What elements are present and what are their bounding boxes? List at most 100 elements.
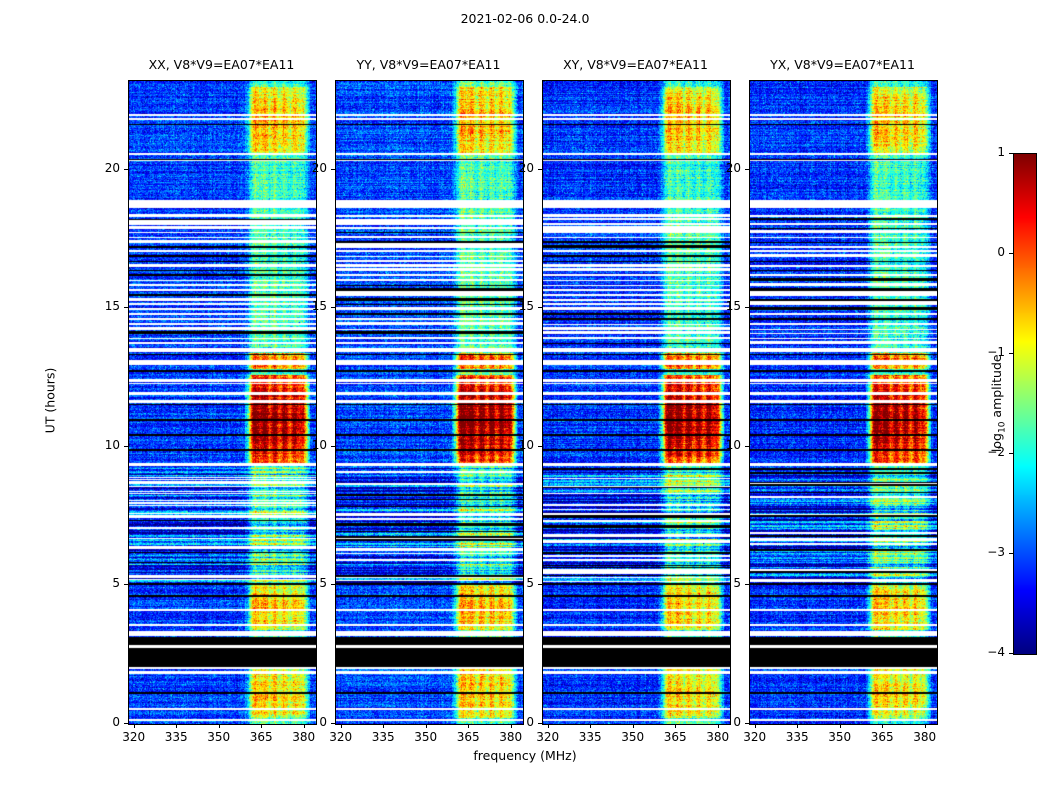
y-tick-label: 5 xyxy=(526,576,534,591)
colorbar-tick-mark xyxy=(1009,253,1013,254)
y-tick-label: 15 xyxy=(104,299,120,314)
x-tick-label: 365 xyxy=(870,730,894,744)
colorbar-tick-mark xyxy=(1009,453,1013,454)
figure-suptitle: 2021-02-06 0.0-24.0 xyxy=(460,11,590,26)
spectrogram-panel-xy[interactable] xyxy=(542,80,731,725)
colorbar-tick-mark xyxy=(1009,153,1013,154)
y-tick-mark xyxy=(331,446,335,447)
x-tick-label: 350 xyxy=(621,730,645,744)
x-tick-label: 380 xyxy=(913,730,937,744)
x-tick-label: 335 xyxy=(371,730,395,744)
colorbar-tick-mark xyxy=(1009,553,1013,554)
x-tick-mark xyxy=(718,724,719,728)
panel-title-xy: XY, V8*V9=EA07*EA11 xyxy=(563,57,708,72)
panel-image-xy xyxy=(543,81,730,724)
colorbar-tick-mark xyxy=(1009,353,1013,354)
y-tick-mark xyxy=(538,446,542,447)
x-tick-label: 335 xyxy=(785,730,809,744)
y-tick-label: 15 xyxy=(311,299,327,314)
x-tick-label: 335 xyxy=(578,730,602,744)
y-tick-label: 0 xyxy=(319,715,327,729)
x-tick-mark xyxy=(548,724,549,728)
x-tick-label: 350 xyxy=(828,730,852,744)
y-tick-mark xyxy=(331,584,335,585)
y-tick-mark xyxy=(538,584,542,585)
y-tick-label: 20 xyxy=(518,160,534,175)
x-tick-label: 320 xyxy=(122,730,146,744)
y-tick-label: 10 xyxy=(725,437,741,452)
y-tick-mark xyxy=(124,723,128,724)
x-tick-mark xyxy=(383,724,384,728)
y-tick-label: 10 xyxy=(311,437,327,452)
y-tick-label: 15 xyxy=(518,299,534,314)
y-tick-mark xyxy=(538,169,542,170)
y-tick-label: 10 xyxy=(104,437,120,452)
colorbar-tick-label: 0 xyxy=(997,245,1005,259)
y-tick-label: 20 xyxy=(725,160,741,175)
x-tick-mark xyxy=(755,724,756,728)
y-tick-label: 5 xyxy=(319,576,327,591)
x-tick-mark xyxy=(134,724,135,728)
y-axis-label: UT (hours) xyxy=(42,367,58,433)
y-tick-mark xyxy=(745,446,749,447)
y-tick-mark xyxy=(745,584,749,585)
y-tick-label: 0 xyxy=(112,715,120,729)
panel-image-yx xyxy=(750,81,937,724)
colorbar-gradient xyxy=(1014,154,1036,654)
colorbar-label: log10 amplitude xyxy=(988,354,1008,453)
y-tick-mark xyxy=(124,307,128,308)
x-tick-mark xyxy=(261,724,262,728)
colorbar-tick-label: 1 xyxy=(997,145,1005,159)
panel-image-xx xyxy=(129,81,316,724)
x-tick-mark xyxy=(925,724,926,728)
x-tick-label: 365 xyxy=(249,730,273,744)
x-tick-label: 380 xyxy=(706,730,730,744)
x-tick-label: 320 xyxy=(536,730,560,744)
colorbar-tick-mark xyxy=(1009,653,1013,654)
x-tick-mark xyxy=(840,724,841,728)
x-tick-mark xyxy=(219,724,220,728)
y-tick-label: 20 xyxy=(311,160,327,175)
x-tick-mark xyxy=(675,724,676,728)
x-tick-label: 350 xyxy=(207,730,231,744)
y-tick-label: 5 xyxy=(733,576,741,591)
panel-image-yy xyxy=(336,81,523,724)
panel-title-xx: XX, V8*V9=EA07*EA11 xyxy=(148,57,295,72)
x-tick-label: 320 xyxy=(329,730,353,744)
x-tick-mark xyxy=(304,724,305,728)
spectrogram-panel-yx[interactable] xyxy=(749,80,938,725)
x-tick-mark xyxy=(341,724,342,728)
y-tick-mark xyxy=(745,723,749,724)
x-tick-mark xyxy=(176,724,177,728)
x-tick-label: 380 xyxy=(499,730,523,744)
spectrogram-panel-xx[interactable] xyxy=(128,80,317,725)
x-tick-mark xyxy=(797,724,798,728)
y-tick-mark xyxy=(124,446,128,447)
spectrogram-panel-yy[interactable] xyxy=(335,80,524,725)
y-tick-mark xyxy=(124,584,128,585)
x-tick-label: 380 xyxy=(292,730,316,744)
x-tick-label: 365 xyxy=(456,730,480,744)
y-tick-label: 20 xyxy=(104,160,120,175)
x-tick-label: 335 xyxy=(164,730,188,744)
x-tick-mark xyxy=(633,724,634,728)
colorbar[interactable] xyxy=(1013,153,1037,655)
x-tick-label: 365 xyxy=(663,730,687,744)
colorbar-tick-label: −3 xyxy=(987,545,1005,559)
y-tick-label: 10 xyxy=(518,437,534,452)
y-tick-label: 5 xyxy=(112,576,120,591)
y-tick-mark xyxy=(745,169,749,170)
x-tick-mark xyxy=(590,724,591,728)
y-tick-label: 0 xyxy=(526,715,534,729)
y-tick-mark xyxy=(331,723,335,724)
y-tick-mark xyxy=(331,169,335,170)
y-tick-mark xyxy=(124,169,128,170)
panel-title-yy: YY, V8*V9=EA07*EA11 xyxy=(356,57,501,72)
x-tick-mark xyxy=(426,724,427,728)
y-tick-mark xyxy=(538,723,542,724)
colorbar-tick-label: −1 xyxy=(987,345,1005,359)
colorbar-tick-label: −2 xyxy=(987,445,1005,459)
x-axis-label: frequency (MHz) xyxy=(473,748,577,763)
y-tick-mark xyxy=(331,307,335,308)
